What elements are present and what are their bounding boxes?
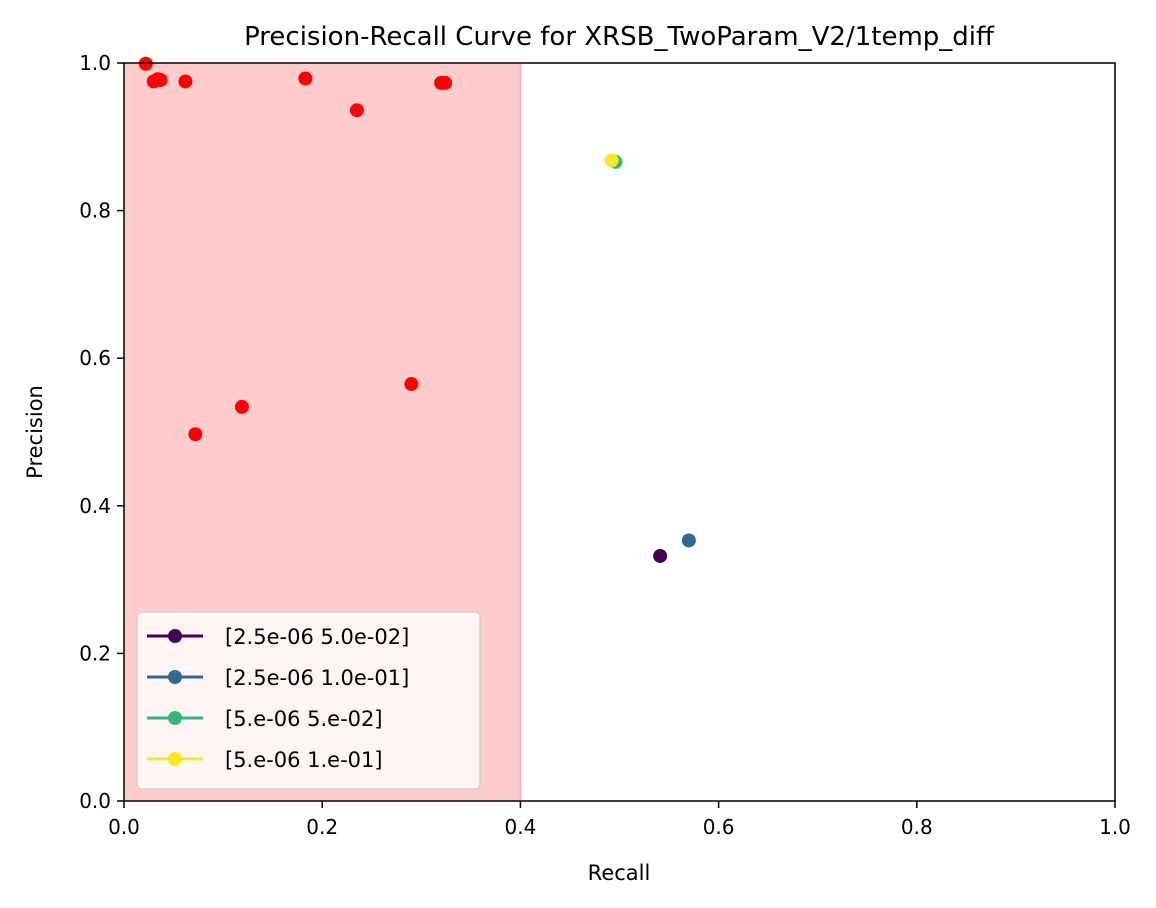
legend-entry-3: [5.e-06 5.e-02] bbox=[225, 707, 383, 731]
legend-marker-2 bbox=[168, 670, 182, 684]
highlight-point bbox=[153, 72, 168, 87]
highlight-point bbox=[404, 377, 419, 392]
highlight-point bbox=[178, 74, 193, 89]
legend-entry-4: [5.e-06 1.e-01] bbox=[225, 748, 383, 772]
legend-marker-1 bbox=[168, 629, 182, 643]
legend-entry-1: [2.5e-06 5.0e-02] bbox=[225, 625, 409, 649]
highlight-point bbox=[298, 71, 313, 86]
highlight-point bbox=[188, 427, 203, 442]
y-axis-label: Precision bbox=[23, 385, 47, 479]
series-point-4 bbox=[604, 153, 619, 168]
legend-marker-4 bbox=[168, 752, 182, 766]
y-tick-label: 0.8 bbox=[79, 199, 111, 223]
y-tick-label: 0.2 bbox=[79, 641, 111, 665]
plot-area: [2.5e-06 5.0e-02] [2.5e-06 1.0e-01] [5.e-0… bbox=[79, 51, 1131, 839]
y-tick-label: 0.6 bbox=[79, 346, 111, 370]
y-tick-label: 0.0 bbox=[79, 789, 111, 813]
legend-entry-2: [2.5e-06 1.0e-01] bbox=[225, 666, 409, 690]
x-tick-label: 1.0 bbox=[1099, 815, 1131, 839]
x-tick-label: 0.2 bbox=[306, 815, 338, 839]
x-tick-label: 0.0 bbox=[108, 815, 140, 839]
series-point-1 bbox=[653, 548, 668, 563]
x-axis-label: Recall bbox=[588, 861, 651, 885]
x-tick-label: 0.4 bbox=[504, 815, 536, 839]
highlight-point bbox=[234, 399, 249, 414]
highlight-point bbox=[438, 75, 453, 90]
legend: [2.5e-06 5.0e-02] [2.5e-06 1.0e-01] [5.e-0… bbox=[136, 611, 481, 790]
legend-box bbox=[136, 611, 481, 790]
highlight-point bbox=[349, 103, 364, 118]
y-tick-label: 1.0 bbox=[79, 51, 111, 75]
chart-title: Precision-Recall Curve for XRSB_TwoParam… bbox=[244, 22, 995, 52]
y-tick-label: 0.4 bbox=[79, 494, 111, 518]
axes-frame bbox=[123, 62, 1116, 802]
x-tick-label: 0.8 bbox=[901, 815, 933, 839]
legend-marker-3 bbox=[168, 711, 182, 725]
series-point-2 bbox=[681, 533, 696, 548]
x-tick-label: 0.6 bbox=[703, 815, 735, 839]
